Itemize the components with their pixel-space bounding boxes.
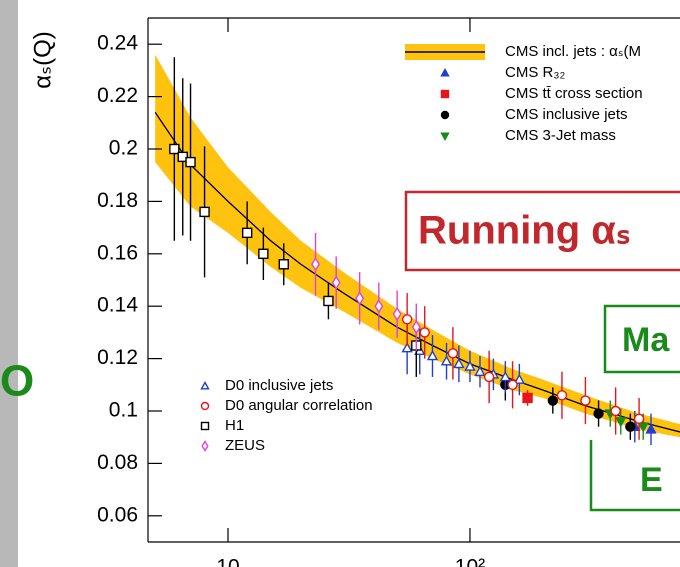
marker: [633, 413, 645, 425]
legend-label: D0 inclusive jets: [225, 377, 333, 394]
y-tick-label: 0.2: [109, 137, 138, 160]
y-tick-label: 0.24: [97, 32, 138, 55]
marker: [200, 381, 210, 390]
marker: [323, 295, 334, 307]
legend-label: CMS 3-Jet mass: [505, 127, 616, 144]
legend-label: CMS inclusive jets: [505, 106, 628, 123]
legend-label: CMS incl. jets : αₛ(M: [505, 43, 641, 60]
y-tick-label: 0.18: [97, 189, 138, 212]
annotation-box: [589, 440, 680, 512]
marker: [241, 227, 253, 239]
legend-label: CMS R₃₂: [505, 64, 565, 81]
legend-label: D0 angular correlation: [225, 397, 373, 414]
marker: [278, 259, 289, 270]
marker: [177, 151, 188, 163]
marker: [507, 379, 518, 390]
marker: [447, 348, 459, 359]
x-tick-label: 10²: [455, 556, 485, 567]
annotation: E: [640, 461, 663, 499]
legend-label: H1: [225, 417, 244, 434]
marker: [426, 350, 439, 361]
marker: [331, 275, 341, 290]
annotation: Running αₛ: [418, 209, 631, 253]
marker: [200, 401, 210, 411]
marker: [474, 365, 486, 376]
marker: [440, 355, 453, 366]
marker: [440, 110, 450, 120]
marker: [453, 357, 465, 369]
legend-label: CMS tt̄ cross section: [505, 85, 643, 102]
marker: [401, 342, 413, 353]
marker: [374, 299, 384, 314]
marker: [610, 405, 621, 417]
marker: [392, 306, 402, 322]
marker: [625, 421, 636, 432]
marker: [440, 132, 450, 141]
marker: [355, 291, 365, 306]
marker: [513, 373, 526, 384]
annotation: Ma: [622, 321, 670, 359]
marker: [199, 206, 210, 218]
y-tick-label: 0.08: [97, 451, 138, 474]
y-axis-label: αₛ(Q): [29, 31, 56, 88]
marker: [419, 327, 430, 338]
band-area: [155, 54, 680, 438]
marker: [401, 314, 413, 325]
marker: [464, 360, 476, 371]
y-tick-label: 0.12: [97, 346, 138, 369]
marker: [483, 371, 495, 383]
band-line: [154, 111, 680, 433]
marker: [580, 395, 591, 406]
marker: [311, 257, 320, 272]
marker: [201, 440, 209, 452]
marker: [169, 143, 180, 155]
annotation-box: [603, 304, 680, 374]
marker: [200, 421, 210, 431]
marker: [593, 408, 604, 419]
legend-label: ZEUS: [225, 437, 265, 454]
marker: [547, 395, 559, 406]
marker: [258, 248, 269, 260]
marker: [499, 370, 512, 382]
marker: [522, 392, 533, 404]
y-tick-label: 0.14: [97, 294, 138, 317]
annotation-box: [404, 190, 680, 272]
y-tick-label: 0.22: [97, 84, 138, 107]
marker: [645, 423, 657, 434]
y-tick-label: 0.1: [109, 399, 138, 422]
marker: [637, 422, 649, 433]
marker: [440, 68, 450, 77]
marker: [440, 89, 450, 99]
y-tick-label: 0.06: [97, 503, 138, 526]
marker: [556, 390, 568, 401]
y-tick-label: 0.16: [97, 241, 138, 264]
marker: [615, 417, 627, 428]
marker: [411, 319, 421, 335]
x-tick-label: 10: [216, 556, 239, 567]
marker: [185, 156, 196, 168]
annotation: O: [0, 357, 34, 406]
